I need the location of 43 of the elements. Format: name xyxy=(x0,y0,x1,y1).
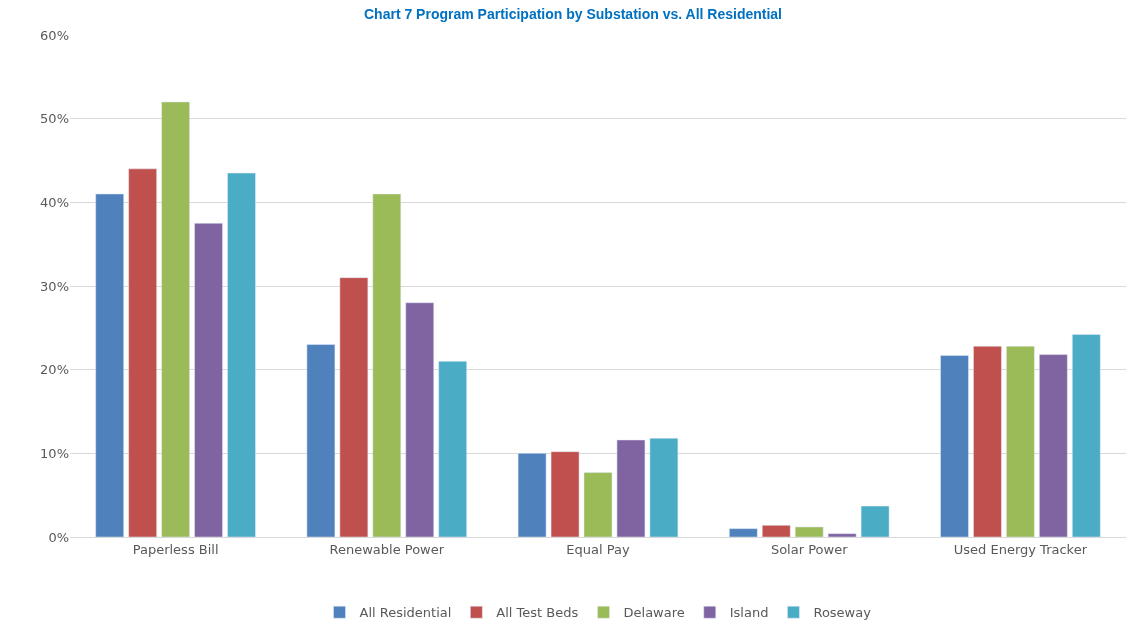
x-tick-label: Renewable Power xyxy=(329,541,445,557)
legend-label: Roseway xyxy=(813,605,872,621)
legend-label: All Test Beds xyxy=(496,605,579,621)
bar xyxy=(405,302,434,537)
bar xyxy=(227,172,256,537)
legend-label: Delaware xyxy=(623,605,685,621)
y-tick-label: 40% xyxy=(40,194,69,210)
bar xyxy=(794,526,824,537)
bar xyxy=(860,505,890,537)
bar xyxy=(827,533,857,537)
bar xyxy=(339,277,369,537)
bar xyxy=(438,361,467,537)
x-tick-label: Paperless Bill xyxy=(132,541,219,557)
bar xyxy=(616,439,646,537)
legend-label: All Residential xyxy=(359,605,452,621)
chart-title: Chart 7 Program Participation by Substation vs. All Residential xyxy=(363,6,783,23)
bar xyxy=(583,472,613,537)
bar xyxy=(762,525,791,537)
bar xyxy=(1006,345,1035,537)
y-tick-label: 60% xyxy=(40,27,69,43)
bar xyxy=(940,355,969,537)
y-tick-label: 10% xyxy=(40,445,69,461)
bar xyxy=(95,193,124,537)
bar xyxy=(517,453,547,537)
bar xyxy=(729,528,758,537)
bar xyxy=(649,438,679,537)
y-tick-label: 50% xyxy=(40,111,69,127)
y-tick-label: 0% xyxy=(48,529,69,545)
y-tick-label: 20% xyxy=(40,362,69,378)
bar xyxy=(1072,334,1101,537)
bar xyxy=(128,168,157,537)
bar xyxy=(1039,354,1068,537)
bar xyxy=(550,451,580,537)
legend-label: Island xyxy=(729,605,769,621)
x-tick-label: Equal Pay xyxy=(566,541,630,557)
bar xyxy=(161,101,190,537)
y-tick-label: 30% xyxy=(40,278,69,294)
x-tick-label: Used Energy Tracker xyxy=(953,541,1088,557)
bar xyxy=(973,345,1002,537)
bar xyxy=(306,344,336,537)
bar xyxy=(194,223,223,537)
x-tick-label: Solar Power xyxy=(770,541,849,557)
bar xyxy=(372,193,402,537)
